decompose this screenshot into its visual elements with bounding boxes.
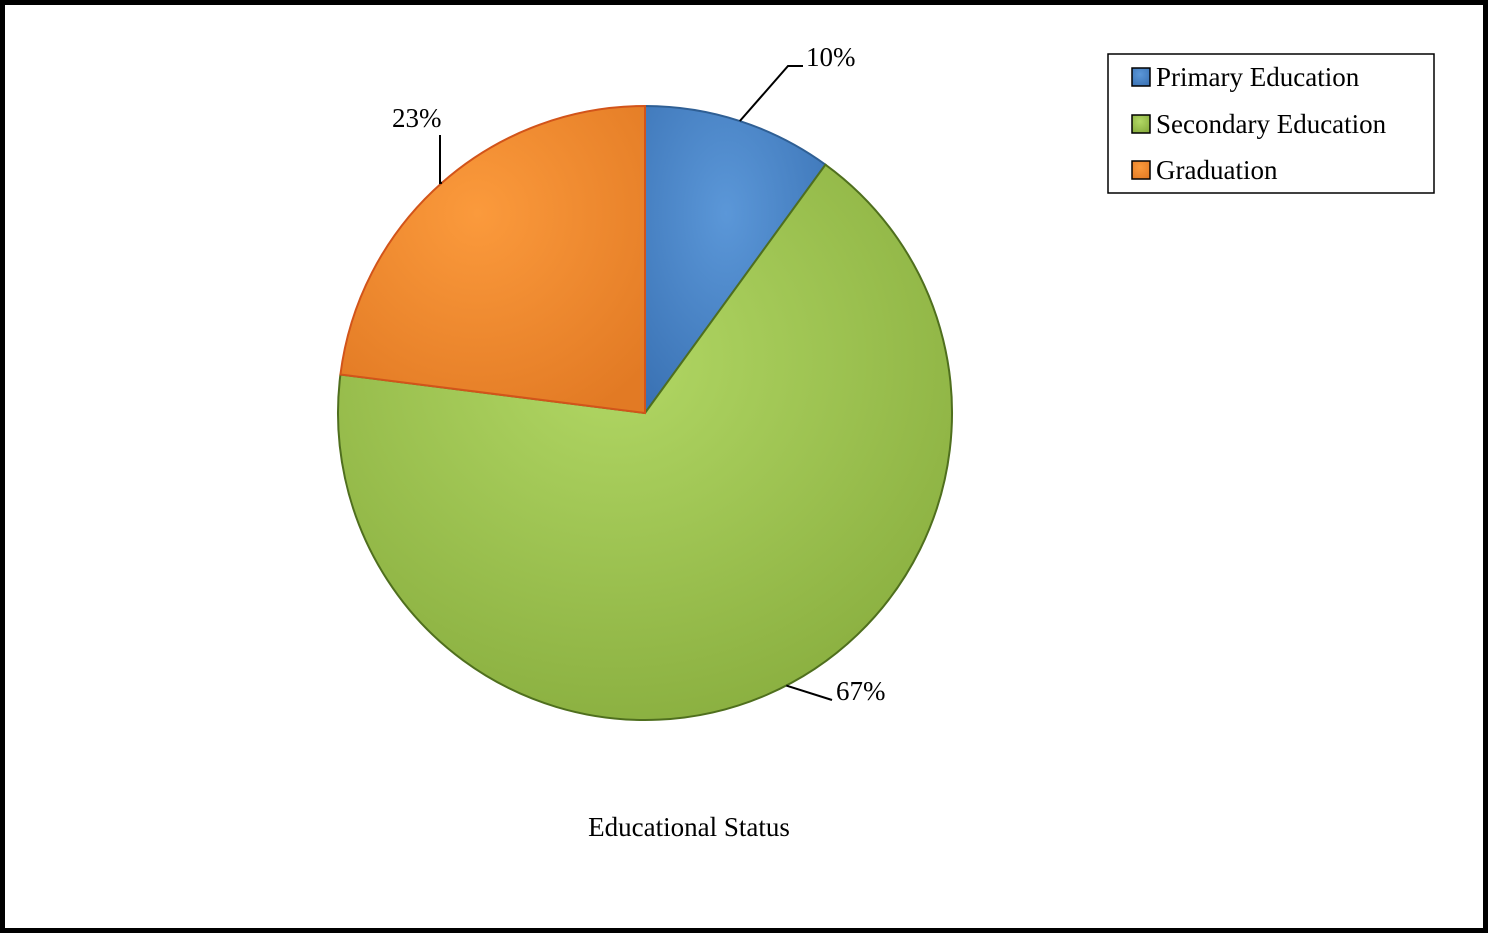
- leader-lines: [439, 65, 833, 701]
- pie-slice-primary: [644, 104, 827, 417]
- legend-swatch-secondary: [1131, 114, 1151, 134]
- legend: Primary Education Secondary Education Gr…: [1107, 53, 1435, 194]
- data-label-secondary: 67%: [836, 676, 886, 706]
- data-label-primary: 10%: [806, 42, 856, 72]
- legend-item-secondary: Secondary Education: [1131, 109, 1387, 139]
- chart-title: Educational Status: [588, 812, 790, 842]
- legend-item-graduation: Graduation: [1131, 155, 1278, 185]
- legend-swatch-graduation: [1131, 160, 1151, 180]
- legend-item-primary: Primary Education: [1131, 62, 1360, 92]
- legend-label-graduation: Graduation: [1156, 155, 1278, 185]
- leader-line-graduation: [439, 135, 443, 185]
- pie-slice-graduation: [339, 104, 646, 415]
- pie-slice-secondary: [337, 163, 953, 721]
- legend-swatch-primary: [1131, 67, 1151, 87]
- leader-line-secondary: [785, 684, 833, 701]
- pie-slices: [337, 104, 953, 721]
- legend-label-secondary: Secondary Education: [1156, 109, 1387, 139]
- data-label-graduation: 23%: [392, 103, 442, 133]
- legend-label-primary: Primary Education: [1156, 62, 1360, 92]
- legend-box: [1107, 53, 1435, 194]
- leader-line-primary: [739, 65, 803, 122]
